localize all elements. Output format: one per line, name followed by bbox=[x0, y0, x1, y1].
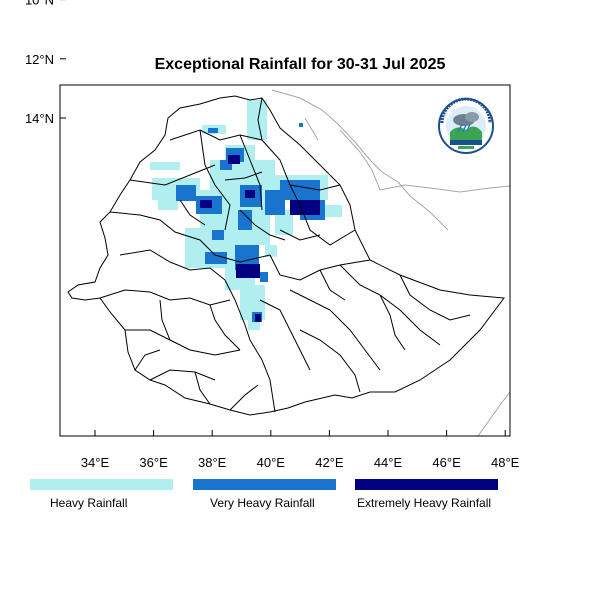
legend-swatch-heavy bbox=[30, 479, 173, 490]
map-title: Exceptional Rainfall for 30-31 Jul 2025 bbox=[154, 56, 446, 73]
x-tick-label: 42°E bbox=[315, 455, 344, 470]
x-tick-label: 48°E bbox=[491, 455, 520, 470]
y-tick-label: 12°N bbox=[25, 52, 54, 67]
ethiopian-meteorology-institute-logo bbox=[438, 97, 494, 154]
neighbor-borders bbox=[271, 89, 510, 436]
map-frame bbox=[59, 84, 511, 437]
x-tick-label: 38°E bbox=[198, 455, 227, 470]
legend-label-extremely-heavy: Extremely Heavy Rainfall bbox=[357, 496, 492, 510]
x-tick-label: 46°E bbox=[432, 455, 461, 470]
ethiopia-outline bbox=[67, 95, 505, 416]
x-tick-label: 34°E bbox=[81, 455, 110, 470]
y-tick-label: 14°N bbox=[25, 111, 54, 126]
x-axis-ticks: 34°E 36°E 38°E 40°E 42°E 44°E 46°E 48°E bbox=[81, 430, 520, 470]
y-axis-ticks: 14°N12°N10°N8°N6°N4°N bbox=[25, 0, 66, 126]
rainfall-extremely-heavy bbox=[200, 155, 320, 322]
legend-swatch-extremely-heavy bbox=[355, 479, 498, 490]
legend-swatch-very-heavy bbox=[193, 479, 336, 490]
x-tick-label: 44°E bbox=[374, 455, 403, 470]
legend-label-heavy: Heavy Rainfall bbox=[50, 496, 128, 510]
legend-label-very-heavy: Very Heavy Rainfall bbox=[210, 496, 315, 510]
x-tick-label: 40°E bbox=[257, 455, 286, 470]
ethiopia-boundaries bbox=[67, 95, 505, 416]
y-tick-label: 10°N bbox=[25, 0, 54, 8]
x-tick-label: 36°E bbox=[139, 455, 168, 470]
